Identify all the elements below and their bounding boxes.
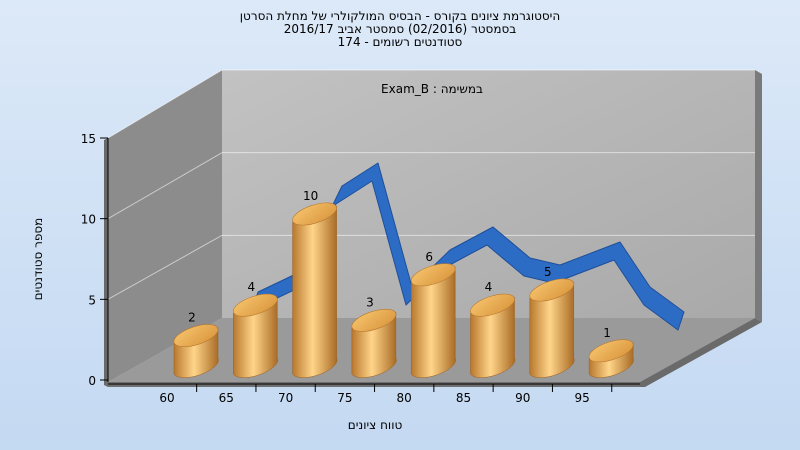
bar-cap	[351, 308, 397, 332]
bar-body	[410, 266, 456, 378]
x-tick-label: 75	[337, 391, 352, 405]
right-wall-edge	[755, 70, 762, 322]
y-tick-label: 10	[81, 213, 96, 227]
bar-body	[292, 205, 338, 378]
left-wall	[108, 70, 222, 382]
x-tick-label: 65	[219, 391, 234, 405]
floor-right-edge	[640, 318, 762, 387]
grid-line-left	[107, 69, 223, 139]
data-label: 4	[247, 280, 255, 294]
x-tick-label: 80	[397, 391, 412, 405]
bar-cap	[588, 339, 634, 363]
bar-75	[351, 308, 397, 378]
data-label: 5	[544, 265, 552, 279]
grid-line-left	[107, 152, 223, 220]
bar-65	[232, 293, 279, 378]
data-label: 4	[485, 280, 493, 294]
bar-cap	[232, 293, 278, 317]
bar-body	[470, 296, 516, 378]
x-tick-label: 60	[159, 391, 174, 405]
x-tick-label: 70	[278, 391, 293, 405]
chart-subtitle: במשימה : Exam_B	[381, 82, 483, 96]
x-axis-label: טווח ציונים	[347, 418, 403, 432]
x-tick-label: 90	[515, 391, 530, 405]
y-axis-label: מספר סטודנטים	[31, 217, 45, 301]
grid-line-left	[107, 234, 223, 300]
bar-cap	[410, 263, 456, 287]
bar-cap	[529, 278, 575, 302]
left-wall-edge	[104, 138, 108, 387]
y-tick-label: 15	[81, 132, 96, 146]
bar-70	[292, 202, 338, 378]
bar-85	[470, 293, 516, 378]
data-label: 10	[303, 189, 318, 203]
bar-cap	[292, 202, 337, 226]
y-tick-label: 5	[88, 293, 96, 307]
bars	[173, 202, 634, 378]
y-tick-label: 0	[88, 374, 96, 388]
bar-80	[410, 263, 456, 378]
x-tick-label: 95	[574, 391, 589, 405]
chart-title: היסטוגרמת ציונים בקורס - הבסיס המולקולרי…	[0, 10, 800, 49]
title-line-1: היסטוגרמת ציונים בקורס - הבסיס המולקולרי…	[239, 9, 561, 23]
data-label: 6	[425, 250, 433, 264]
bar-60	[173, 324, 219, 378]
bar-cap	[173, 324, 219, 348]
bar-body	[233, 296, 279, 378]
title-line-3: סטודנטים רשומים - 174	[337, 35, 463, 49]
bar-body	[529, 281, 575, 378]
bar-cap	[470, 293, 515, 317]
x-axis: 60 65 70 75 80 85 90 95	[108, 383, 640, 405]
data-label: 1	[603, 326, 611, 340]
data-labels: 2 4 10 3 6 4 5 1	[188, 189, 611, 340]
y-axis: 0 5 10 15	[81, 132, 109, 388]
title-line-2: בסמסטר (02/2016) סמסטר אביב 2016/17	[283, 22, 517, 36]
bar-90	[529, 278, 575, 378]
data-label: 3	[366, 295, 374, 309]
bar-95	[588, 339, 634, 378]
x-tick-label: 85	[456, 391, 471, 405]
data-label: 2	[188, 311, 196, 325]
